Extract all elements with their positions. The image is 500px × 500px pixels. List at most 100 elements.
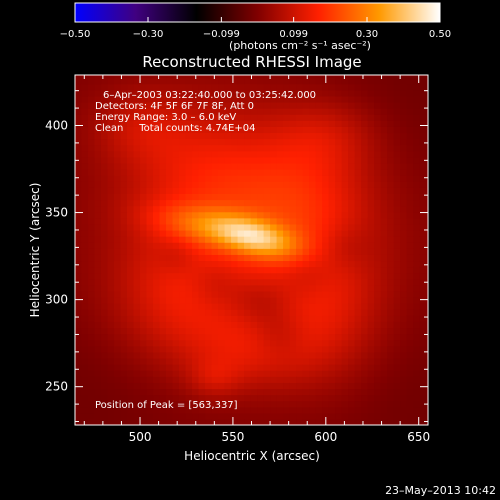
heatmap-cell xyxy=(101,278,109,286)
heatmap-cell xyxy=(94,199,102,207)
heatmap-cell xyxy=(172,248,180,255)
heatmap-cell xyxy=(276,193,284,201)
heatmap-cell xyxy=(387,75,395,79)
heatmap-cell xyxy=(75,101,83,109)
heatmap-cell xyxy=(224,150,232,158)
heatmap-cell xyxy=(387,315,395,322)
heatmap-cell xyxy=(406,266,414,274)
heatmap-cell xyxy=(237,181,245,188)
heatmap-cell xyxy=(88,95,96,103)
heatmap-cell xyxy=(211,242,219,249)
heatmap-cell xyxy=(341,95,349,103)
heatmap-cell xyxy=(341,315,349,322)
heatmap-cell xyxy=(309,132,317,140)
heatmap-cell xyxy=(335,236,343,243)
heatmap-cell xyxy=(166,400,174,408)
heatmap-cell xyxy=(159,327,167,335)
heatmap-cell xyxy=(153,400,161,408)
heatmap-cell xyxy=(270,120,278,127)
heatmap-cell xyxy=(270,327,278,335)
heatmap-cell xyxy=(198,333,206,341)
heatmap-cell xyxy=(179,248,187,255)
heatmap-cell xyxy=(315,150,323,158)
heatmap-cell xyxy=(309,126,317,134)
heatmap-cell xyxy=(166,309,174,316)
heatmap-cell xyxy=(276,339,284,347)
heatmap-cell xyxy=(140,193,148,201)
heatmap-cell xyxy=(263,376,271,383)
heatmap-cell xyxy=(94,290,102,298)
heatmap-cell xyxy=(146,357,154,365)
heatmap-cell xyxy=(107,108,115,115)
heatmap-cell xyxy=(335,126,343,134)
heatmap-cell xyxy=(224,156,232,164)
heatmap-cell xyxy=(140,333,148,341)
heatmap-cell xyxy=(341,370,349,377)
heatmap-cell xyxy=(211,388,219,396)
heatmap-cell xyxy=(146,175,154,182)
heatmap-cell xyxy=(426,376,428,383)
heatmap-cell xyxy=(354,266,362,274)
heatmap-cell xyxy=(192,303,200,310)
heatmap-cell xyxy=(406,333,414,341)
heatmap-cell xyxy=(237,236,245,243)
heatmap-cell xyxy=(322,394,330,402)
heatmap-cell xyxy=(315,169,323,176)
heatmap-cell xyxy=(335,406,343,414)
heatmap-cell xyxy=(257,357,265,365)
heatmap-cell xyxy=(218,297,226,304)
heatmap-cell xyxy=(322,108,330,115)
heatmap-cell xyxy=(231,211,239,219)
heatmap-cell xyxy=(296,315,304,322)
heatmap-cell xyxy=(250,150,258,158)
heatmap-cell xyxy=(101,144,109,152)
heatmap-cell xyxy=(302,376,310,383)
heatmap-cell xyxy=(244,75,252,79)
heatmap-cell xyxy=(309,260,317,268)
heatmap-cell xyxy=(315,333,323,341)
heatmap-cell xyxy=(406,89,414,97)
heatmap-cell xyxy=(218,114,226,121)
heatmap-cell xyxy=(380,309,388,316)
heatmap-cell xyxy=(413,376,421,383)
heatmap-cell xyxy=(88,217,96,225)
heatmap-cell xyxy=(400,193,408,201)
heatmap-cell xyxy=(185,138,193,146)
heatmap-cell xyxy=(302,290,310,298)
heatmap-cell xyxy=(250,217,258,225)
heatmap-cell xyxy=(146,181,154,188)
heatmap-cell xyxy=(393,205,401,213)
heatmap-cell xyxy=(387,376,395,383)
heatmap-cell xyxy=(263,339,271,347)
heatmap-cell xyxy=(231,290,239,298)
heatmap-cell xyxy=(348,223,356,231)
heatmap-cell xyxy=(114,309,122,316)
heatmap-cell xyxy=(276,394,284,402)
heatmap-cell xyxy=(140,290,148,298)
heatmap-cell xyxy=(146,333,154,341)
heatmap-cell xyxy=(153,156,161,164)
heatmap-cell xyxy=(192,339,200,347)
heatmap-cell xyxy=(309,89,317,97)
heatmap-cell xyxy=(283,382,291,390)
heatmap-cell xyxy=(283,126,291,134)
heatmap-cell xyxy=(146,412,154,420)
heatmap-cell xyxy=(244,284,252,292)
heatmap-cell xyxy=(159,236,167,243)
heatmap-cell xyxy=(400,77,408,85)
heatmap-cell xyxy=(250,357,258,365)
heatmap-cell xyxy=(354,150,362,158)
heatmap-cell xyxy=(133,83,141,91)
heatmap-cell xyxy=(88,412,96,420)
heatmap-cell xyxy=(276,83,284,91)
heatmap-cell xyxy=(309,382,317,390)
heatmap-cell xyxy=(276,284,284,292)
heatmap-cell xyxy=(283,351,291,359)
heatmap-cell xyxy=(244,242,252,249)
heatmap-cell xyxy=(172,89,180,97)
heatmap-cell xyxy=(166,199,174,207)
heatmap-cell xyxy=(185,260,193,268)
heatmap-cell xyxy=(120,284,128,292)
heatmap-cell xyxy=(192,114,200,121)
heatmap-cell xyxy=(218,260,226,268)
